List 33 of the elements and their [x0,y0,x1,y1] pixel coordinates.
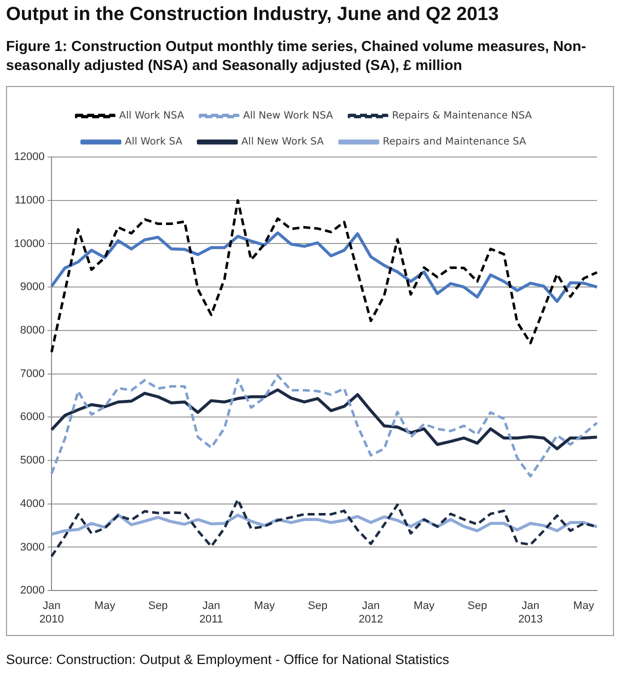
x-tick-label: Jan 2013 [518,600,543,626]
y-tick-label: 12000 [14,151,45,164]
y-tick-label: 11000 [14,194,45,206]
x-tick-label: Sep [148,600,168,612]
chart-title: Output in the Construction Industry, June and Q2 2013 [6,4,499,26]
y-tick-label: 2000 [20,584,45,597]
y-tick-label: 8000 [20,324,45,336]
legend-label: All Work NSA [119,110,184,122]
x-tick-label: May [573,600,595,612]
y-tick-label: 4000 [20,498,45,510]
x-tick-label: May [94,600,116,612]
x-tick-label: Jan 2010 [39,600,64,626]
x-tick-label: Sep [467,600,488,612]
y-tick-label: 7000 [20,368,45,380]
y-tick-label: 3000 [20,541,45,554]
y-tick-label: 9000 [20,281,45,294]
legend-label: All New Work SA [241,136,324,148]
legend-label: Repairs & Maintenance NSA [392,110,532,122]
chart-subtitle: Figure 1: Construction Output monthly time series, Chained volume measures, Non-seasonally adjusted (NSA) and Seasonally adjusted (SA), £ million [6,38,588,76]
x-tick-label: May [254,600,276,612]
line-series [50,374,598,478]
x-tick-label: Sep [308,600,328,612]
legend-label: Repairs and Maintenance SA [382,136,526,148]
line-series [50,199,598,354]
x-tick-label: Jan 2011 [199,600,224,626]
legend-label: All Work SA [124,136,182,148]
legend-label: All New Work NSA [243,110,334,122]
x-tick-label: Jan 2012 [358,600,384,626]
y-tick-label: 6000 [20,411,45,424]
source-note: Source: Construction: Output & Employment - Office for National Statistics [6,652,450,667]
x-tick-label: May [414,600,435,612]
y-tick-label: 10000 [14,238,45,250]
y-tick-label: 5000 [20,454,45,467]
